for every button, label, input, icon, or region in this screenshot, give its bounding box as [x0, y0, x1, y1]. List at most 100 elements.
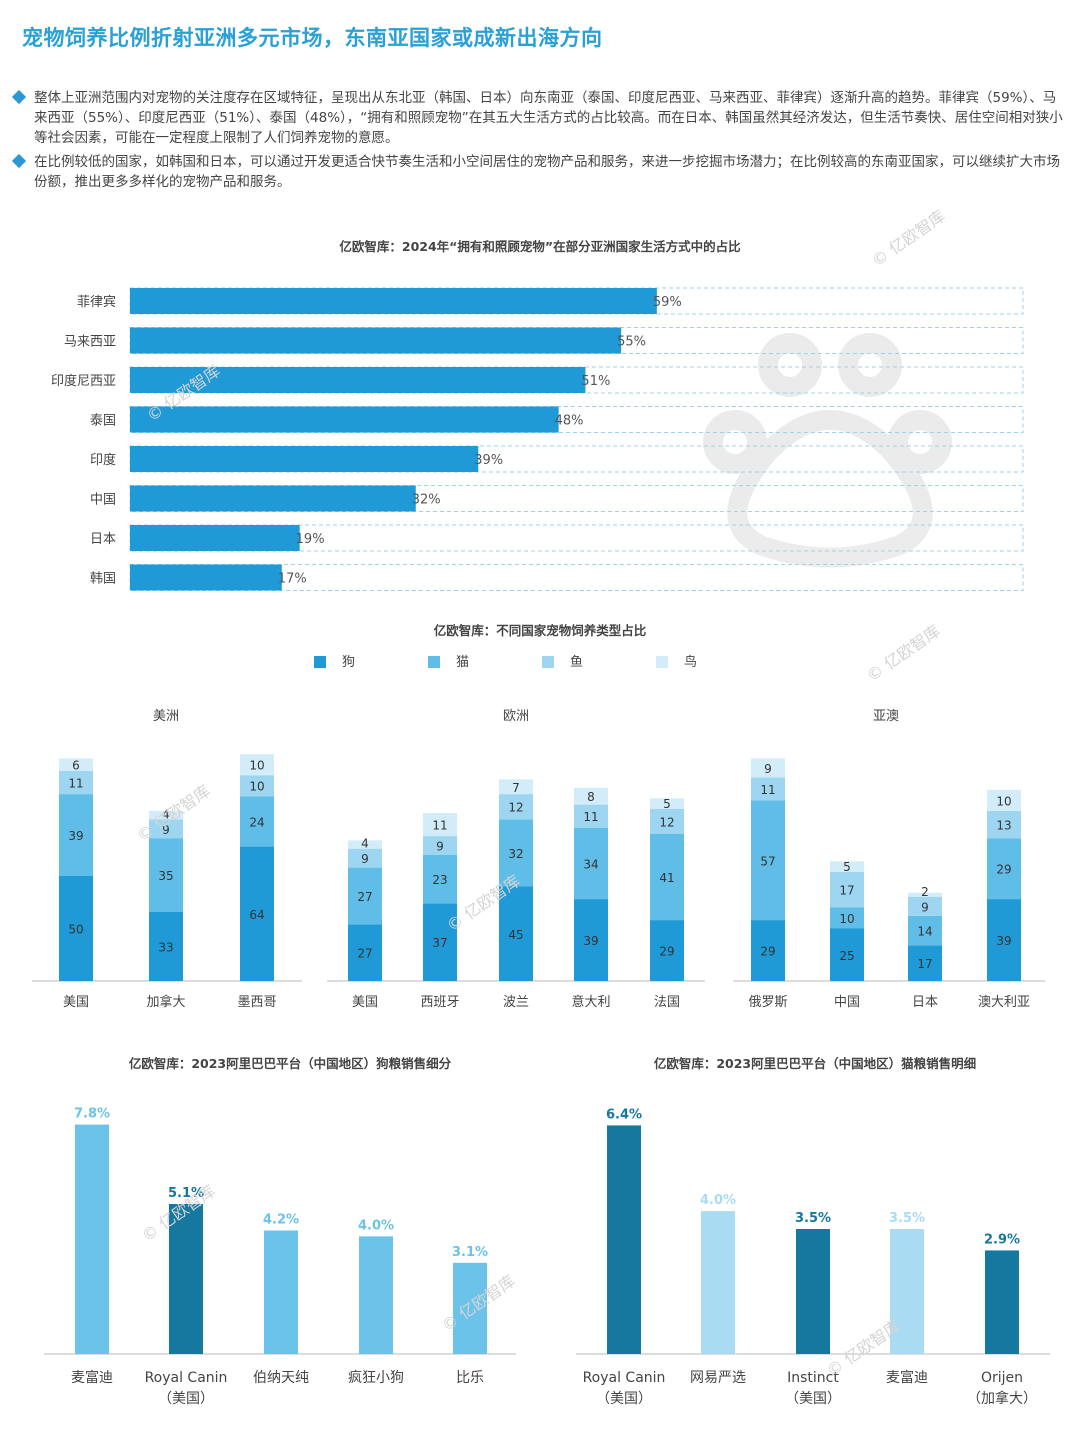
stack-segment	[348, 924, 382, 981]
segment-label: 33	[158, 940, 173, 954]
category-label: 比乐	[456, 1370, 484, 1386]
bar-0	[130, 288, 657, 314]
data-label: 4.2%	[263, 1212, 299, 1227]
data-label: 4.0%	[700, 1193, 736, 1208]
segment-label: 4	[361, 837, 369, 851]
data-label: 55%	[617, 335, 646, 350]
segment-label: 4	[162, 807, 170, 821]
stack-segment	[908, 915, 942, 946]
bar-4	[985, 1250, 1019, 1354]
segment-label: 10	[249, 759, 264, 773]
segment-label: 12	[659, 815, 674, 829]
segment-label: 39	[996, 934, 1011, 948]
category-label: （美国）	[785, 1391, 841, 1407]
segment-label: 6	[72, 759, 80, 773]
stack-segment	[650, 798, 684, 809]
data-label: 48%	[555, 414, 584, 429]
stack-segment	[830, 861, 864, 872]
bar-0	[607, 1125, 641, 1354]
bar-track	[129, 485, 1024, 512]
segment-label: 34	[583, 857, 598, 871]
stack-segment	[59, 794, 93, 876]
bar-7	[130, 564, 282, 591]
category-label: （加拿大）	[967, 1390, 1037, 1407]
segment-label: 5	[843, 860, 851, 874]
category-label: 日本	[912, 995, 938, 1010]
cat-food-chart-title: 亿欧智库：2023阿里巴巴平台（中国地区）猫粮销售明细	[653, 1056, 977, 1071]
legend-swatch	[428, 656, 440, 668]
category-label: 澳大利亚	[978, 994, 1030, 1010]
lifestyle-share-chart: 菲律宾 59% 马来西亚 55% 印度尼西亚 51% 泰国 48% 印度 39% 中国 32% 日本 19…	[51, 287, 1024, 591]
cat-food-sales-chart: 6.4% Royal Canin （美国） 4.0% 网易严选 3.5% Instinct （…	[576, 1107, 1050, 1407]
segment-label: 9	[764, 762, 772, 776]
stack-segment	[59, 758, 93, 771]
bar-2	[796, 1229, 830, 1354]
stack-segment	[908, 945, 942, 981]
bar-1	[130, 327, 622, 354]
stack-segment	[149, 911, 183, 981]
segment-label: 29	[760, 945, 775, 959]
stack-segment	[908, 892, 942, 897]
category-label: 波兰	[503, 995, 529, 1010]
bar-3	[890, 1229, 924, 1354]
segment-label: 13	[996, 819, 1011, 833]
segment-label: 8	[587, 790, 595, 804]
dog-food-sales-chart: 7.8% 麦富迪 5.1% Royal Canin （美国） 4.2% 伯纳天纯 4.0% 疯狂…	[44, 1107, 516, 1407]
bullet-item: 在比例较低的国家，如韩国和日本，可以通过开发更适合快节奏生活和小空间居住的宠物产…	[11, 152, 1064, 192]
page-title: 宠物饲养比例折射亚洲多元市场，东南亚国家或成新出海方向	[22, 26, 603, 50]
category-label: Orijen	[981, 1370, 1023, 1386]
bar-4	[453, 1262, 487, 1354]
bar-track	[129, 406, 1024, 433]
category-label: 麦富迪	[886, 1369, 928, 1386]
segment-label: 64	[249, 908, 264, 922]
segment-label: 17	[839, 884, 854, 898]
bullet-item: 整体上亚洲范围内对宠物的关注度存在区域特征，呈现出从东北亚（韩国、日本）向东南亚…	[11, 88, 1064, 148]
stack-segment	[830, 907, 864, 929]
stack-segment	[499, 794, 533, 820]
segment-label: 57	[760, 854, 775, 868]
segment-label: 37	[432, 936, 447, 950]
stack-segment	[987, 838, 1021, 900]
category-label: 西班牙	[420, 995, 459, 1010]
stack-segment	[574, 787, 608, 805]
category-label: 网易严选	[690, 1370, 746, 1386]
segment-label: 35	[158, 869, 173, 883]
category-label: 马来西亚	[64, 335, 116, 350]
segment-label: 11	[760, 783, 775, 797]
stack-segment	[149, 819, 183, 839]
segment-label: 2	[921, 885, 929, 899]
stack-segment	[830, 871, 864, 908]
category-label: 菲律宾	[77, 294, 116, 310]
stack-segment	[499, 886, 533, 981]
bullet-text: 在比例较低的国家，如韩国和日本，可以通过开发更适合快节奏生活和小空间居住的宠物产…	[34, 154, 1060, 190]
category-label: Royal Canin	[583, 1370, 666, 1386]
stack-segment	[348, 867, 382, 925]
segment-label: 39	[68, 829, 83, 843]
data-label: 5.1%	[168, 1186, 204, 1201]
bar-1	[169, 1204, 203, 1354]
data-label: 3.5%	[795, 1211, 831, 1226]
intro-bullets: 整体上亚洲范围内对宠物的关注度存在区域特征，呈现出从东北亚（韩国、日本）向东南亚…	[11, 88, 1064, 196]
diamond-bullet-icon	[11, 89, 27, 105]
category-label: 美国	[63, 995, 89, 1010]
pet-type-share-chart: 狗猫鱼鸟美洲5039116美国333594加拿大64241010墨西哥欧洲272…	[32, 654, 1045, 1010]
segment-label: 50	[68, 923, 83, 937]
data-label: 6.4%	[606, 1107, 642, 1122]
segment-label: 9	[361, 852, 369, 866]
stack-segment	[987, 810, 1021, 839]
bar-2	[130, 367, 586, 393]
bar-3	[130, 406, 559, 433]
bar-6	[130, 525, 300, 551]
stack-segment	[751, 920, 785, 981]
category-label: 中国	[90, 493, 116, 508]
segment-label: 7	[512, 781, 520, 795]
stack-segment	[240, 796, 274, 847]
stack-segment	[423, 813, 457, 837]
stack-segment	[751, 777, 785, 801]
stack-segment	[574, 827, 608, 900]
data-label: 19%	[296, 532, 325, 547]
category-label: 伯纳天纯	[253, 1370, 309, 1386]
data-label: 2.9%	[984, 1232, 1020, 1247]
stack-segment	[59, 876, 93, 981]
bar-0	[75, 1124, 109, 1354]
